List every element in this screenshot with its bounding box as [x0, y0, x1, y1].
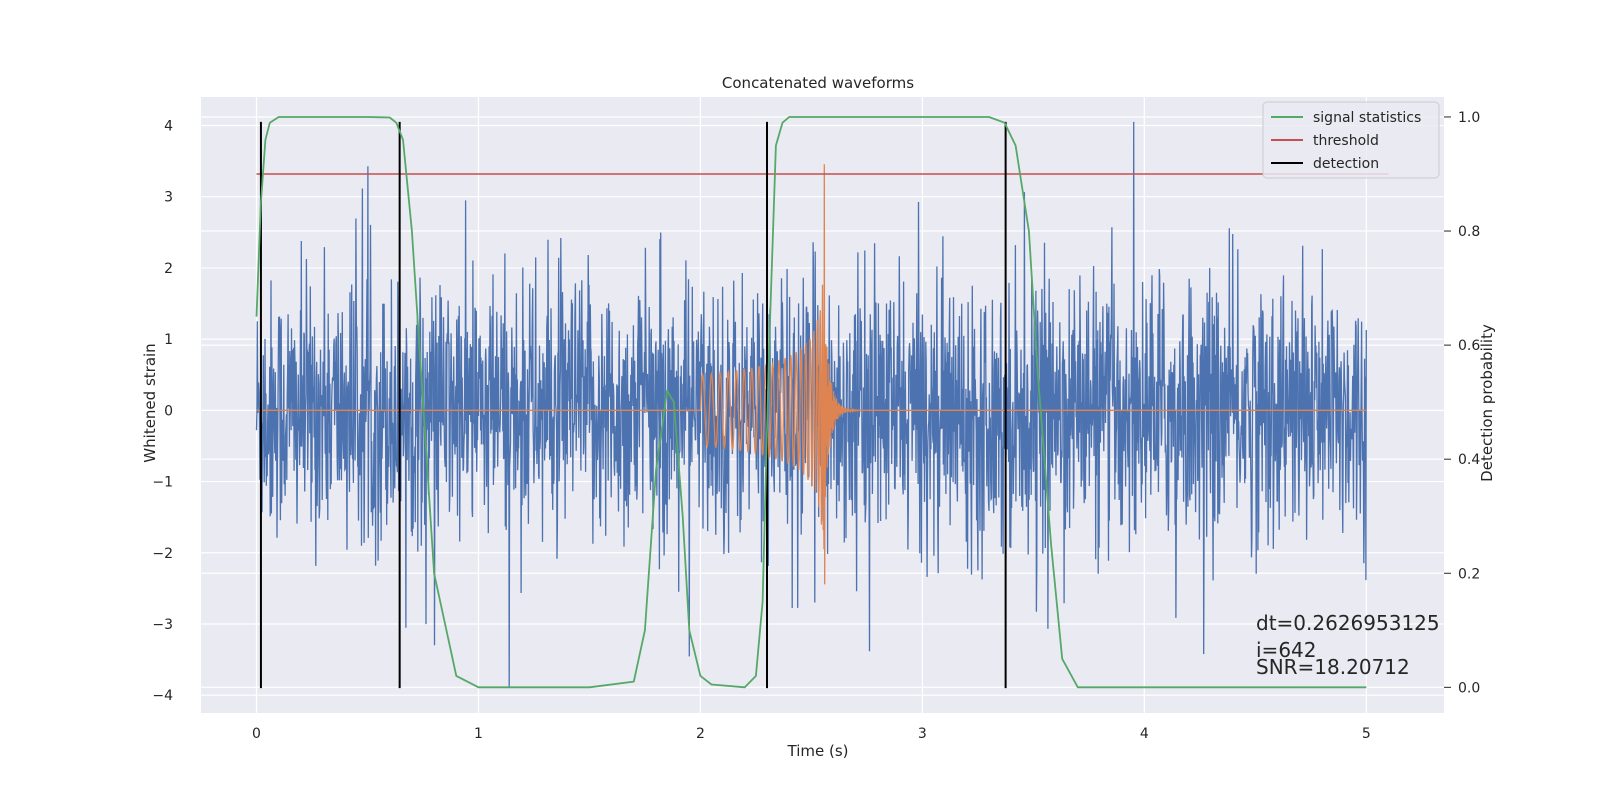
y-tick-label: 3: [164, 190, 173, 206]
x-axis-ticks: 0 1 2 3 4 5: [252, 726, 1371, 742]
x-axis-label: Time (s): [787, 742, 849, 760]
x-tick-label: 4: [1140, 726, 1149, 742]
y-tick-label: 4: [164, 118, 173, 134]
y2-axis-ticks: 0.0 0.2 0.4 0.6 0.8 1.0: [1444, 110, 1480, 696]
y-tick-label: 2: [164, 261, 173, 277]
y2-tick-label: 1.0: [1458, 110, 1480, 126]
signal-statistics-line: [255, 116, 1367, 689]
annotation-text: SNR=18.20712: [1256, 655, 1410, 679]
y2-tick-label: 0.6: [1458, 338, 1480, 354]
y2-tick-label: 0.0: [1458, 680, 1480, 696]
y2-tick-label: 0.2: [1458, 566, 1480, 582]
y-axis-label: Whitened strain: [141, 343, 159, 462]
legend-box: [1262, 101, 1440, 179]
y-tick-label: 1: [164, 332, 173, 348]
series-layer: [255, 116, 1389, 689]
template-series-line: [256, 164, 1367, 585]
legend: signal statistics threshold detection: [1262, 101, 1440, 179]
y-tick-label: −3: [152, 617, 173, 633]
legend-label: signal statistics: [1313, 110, 1421, 126]
legend-label: threshold: [1313, 133, 1379, 149]
x-tick-label: 2: [696, 726, 705, 742]
y-tick-label: −1: [152, 475, 173, 491]
y2-tick-label: 0.4: [1458, 452, 1480, 468]
x-tick-label: 0: [252, 726, 261, 742]
y-axis-ticks: −4 −3 −2 −1 0 1 2 3 4: [152, 118, 173, 704]
chart-title: Concatenated waveforms: [722, 74, 914, 92]
y-tick-label: −2: [152, 546, 173, 562]
y2-axis-label: Detection probability: [1478, 324, 1496, 482]
y2-tick-label: 0.8: [1458, 224, 1480, 240]
x-tick-label: 3: [918, 726, 927, 742]
annotation-text: i=642: [1256, 638, 1317, 662]
legend-label: detection: [1313, 156, 1379, 172]
y-tick-label: 0: [164, 403, 173, 419]
x-tick-label: 1: [474, 726, 483, 742]
y-tick-label: −4: [152, 688, 173, 704]
annotation-text: dt=0.2626953125: [1256, 611, 1440, 635]
x-tick-label: 5: [1362, 726, 1371, 742]
